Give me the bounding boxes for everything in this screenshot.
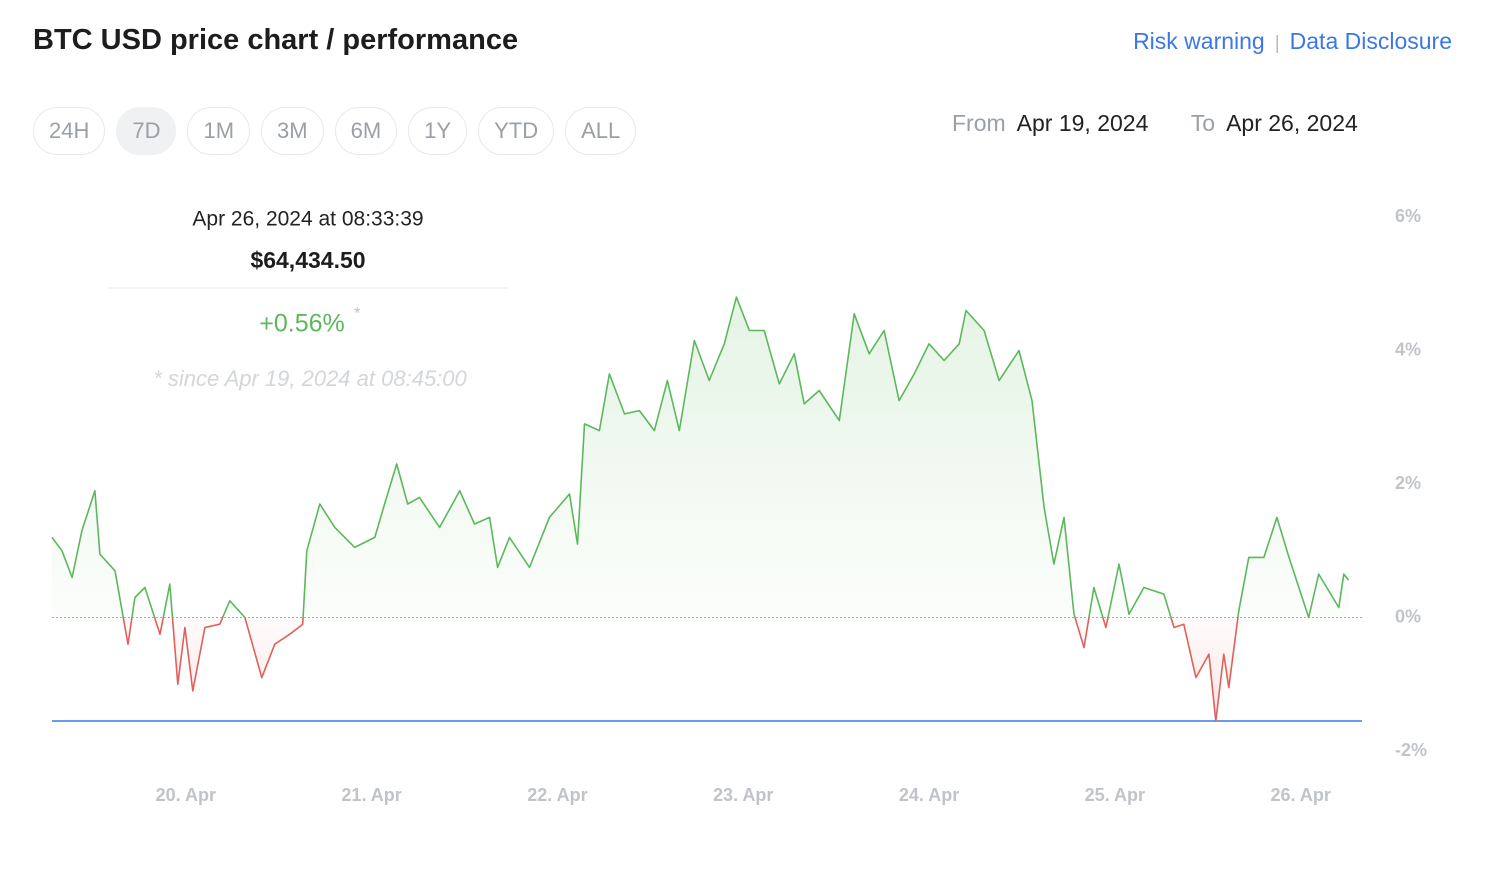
x-tick-label: 23. Apr <box>713 785 773 805</box>
y-tick-label: 2% <box>1395 473 1421 493</box>
range-button[interactable]: ALL <box>565 107 637 155</box>
y-tick-label: -2% <box>1395 740 1427 760</box>
range-button[interactable]: 6M <box>334 107 398 155</box>
range-button[interactable]: YTD <box>478 107 555 155</box>
x-tick-label: 22. Apr <box>527 785 587 805</box>
tooltip-note: * since Apr 19, 2024 at 08:45:00 <box>153 366 467 391</box>
area <box>52 297 1349 721</box>
range-button[interactable]: 3M <box>261 107 324 155</box>
link[interactable]: Risk warning <box>1133 28 1265 54</box>
to-label: To <box>1190 110 1216 136</box>
x-tick-label: 20. Apr <box>156 785 216 805</box>
tooltip-change: +0.56% <box>259 310 345 338</box>
from-date[interactable]: Apr 19, 2024 <box>1016 110 1149 136</box>
tooltip-price: $64,434.50 <box>250 247 365 273</box>
range-buttons: 24H 7D 1M 3M 6M 1Y YTD ALL <box>33 107 637 155</box>
x-tick-label: 24. Apr <box>899 785 959 805</box>
y-tick-label: 4% <box>1395 339 1421 359</box>
to-date[interactable]: Apr 26, 2024 <box>1226 110 1358 136</box>
link[interactable]: Data Disclosure <box>1289 28 1452 54</box>
price-line <box>51 296 1350 722</box>
from-label: From <box>952 110 1006 136</box>
tooltip-asterisk: * <box>354 303 361 322</box>
range-button[interactable]: 24H <box>33 107 106 155</box>
y-tick-label: 6% <box>1395 206 1421 226</box>
link-separator: | <box>1274 33 1280 54</box>
header-links: Risk warning | Data Disclosure <box>1133 28 1452 55</box>
range-button[interactable]: 1Y <box>408 107 468 155</box>
y-tick-label: 0% <box>1395 606 1421 626</box>
page-title: BTC USD price chart / performance <box>33 24 519 56</box>
date-range: From Apr 19, 2024 To Apr 26, 2024 <box>952 110 1358 137</box>
range-button[interactable]: 1M <box>187 107 251 155</box>
x-tick-label: 26. Apr <box>1271 785 1331 805</box>
x-tick-label: 21. Apr <box>341 785 401 805</box>
tooltip-time: Apr 26, 2024 at 08:33:39 <box>192 208 423 231</box>
x-tick-label: 25. Apr <box>1085 785 1145 805</box>
range-button[interactable]: 7D <box>116 107 177 155</box>
